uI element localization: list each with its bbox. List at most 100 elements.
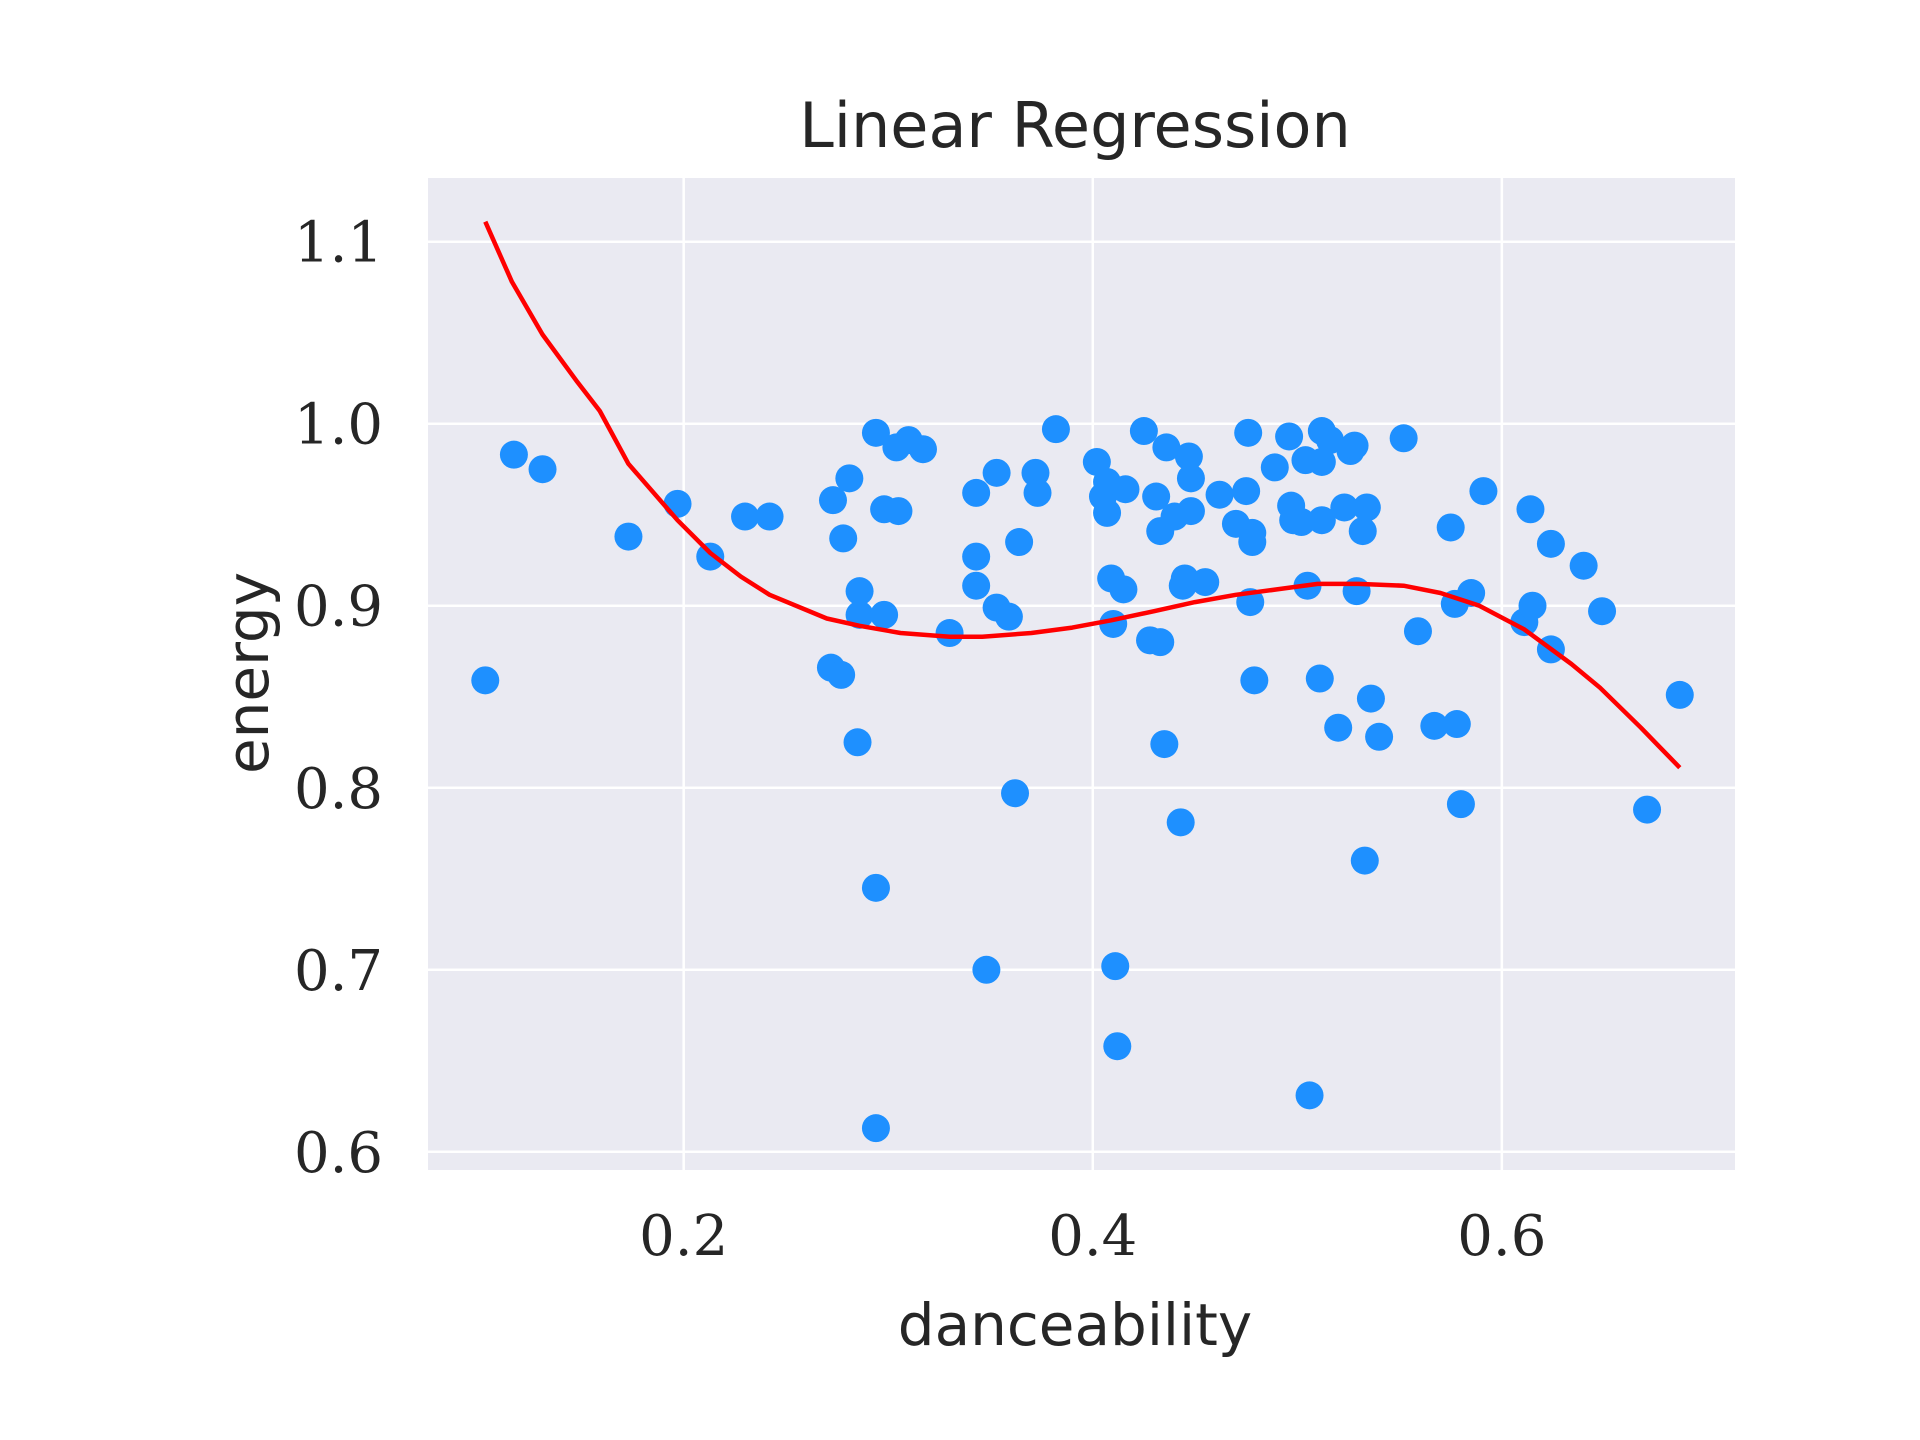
y-axis-tick-labels: 0.6 0.7 0.8 0.9 1.0 1.1: [294, 211, 383, 1186]
data-point: [1316, 426, 1345, 455]
data-point: [1633, 795, 1662, 824]
data-point: [1093, 498, 1122, 527]
data-point: [1103, 1032, 1132, 1061]
data-point: [1176, 464, 1205, 493]
y-tick-label: 0.9: [294, 575, 383, 640]
x-tick-label: 0.2: [639, 1204, 728, 1269]
data-point: [1275, 422, 1304, 451]
data-point: [1469, 477, 1498, 506]
grid-lines: [428, 178, 1735, 1170]
data-point: [827, 660, 856, 689]
data-point: [1442, 710, 1471, 739]
data-point: [1152, 433, 1181, 462]
plot-area: [428, 178, 1735, 1170]
data-point: [1101, 952, 1130, 981]
data-point: [1365, 722, 1394, 751]
data-point: [1146, 628, 1175, 657]
data-point: [861, 1114, 890, 1143]
data-point: [1350, 846, 1379, 875]
data-point: [1518, 591, 1547, 620]
data-point: [1665, 680, 1694, 709]
data-point: [1330, 493, 1359, 522]
data-point: [1569, 551, 1598, 580]
data-point: [1240, 666, 1269, 695]
data-point: [1287, 508, 1316, 537]
data-point: [962, 478, 991, 507]
data-point: [1307, 447, 1336, 476]
data-point: [1516, 495, 1545, 524]
data-point: [1111, 475, 1140, 504]
data-point: [1588, 597, 1617, 626]
data-point: [1324, 713, 1353, 742]
data-point: [1041, 415, 1070, 444]
data-point: [994, 602, 1023, 631]
y-tick-label: 0.7: [294, 939, 383, 1004]
y-tick-label: 1.1: [294, 211, 383, 276]
data-point: [1348, 517, 1377, 546]
data-point: [1205, 480, 1234, 509]
y-tick-label: 1.0: [294, 393, 383, 458]
data-point: [1403, 617, 1432, 646]
data-point: [1295, 1081, 1324, 1110]
data-point: [1536, 529, 1565, 558]
data-point: [1191, 568, 1220, 597]
data-point: [1356, 684, 1385, 713]
data-point: [1307, 506, 1336, 535]
data-point: [1005, 528, 1034, 557]
data-point: [1176, 497, 1205, 526]
data-point: [1001, 779, 1030, 808]
data-point: [861, 873, 890, 902]
data-point: [982, 458, 1011, 487]
data-point: [1389, 424, 1418, 453]
data-point: [845, 577, 874, 606]
data-point: [962, 571, 991, 600]
y-axis-label: energy: [214, 572, 282, 774]
data-point: [861, 418, 890, 447]
data-point: [528, 455, 557, 484]
x-axis-label: danceability: [898, 1291, 1252, 1359]
y-tick-label: 0.6: [294, 1121, 383, 1186]
y-tick-label: 0.8: [294, 757, 383, 822]
data-point: [962, 542, 991, 571]
data-point: [870, 600, 899, 629]
scatter-points: [471, 415, 1694, 1143]
data-point: [1420, 711, 1449, 740]
data-point: [1109, 575, 1138, 604]
data-point: [908, 435, 937, 464]
data-point: [663, 489, 692, 518]
data-point: [1305, 664, 1334, 693]
x-axis-tick-labels: 0.2 0.4 0.6: [639, 1204, 1546, 1269]
data-point: [843, 728, 872, 757]
data-point: [614, 522, 643, 551]
data-point: [818, 486, 847, 515]
data-point: [1232, 477, 1261, 506]
chart-title: Linear Regression: [799, 89, 1351, 162]
data-point: [1166, 808, 1195, 837]
data-point: [499, 440, 528, 469]
data-point: [471, 666, 500, 695]
data-point: [1260, 453, 1289, 482]
data-point: [1129, 417, 1158, 446]
data-point: [1342, 577, 1371, 606]
data-point: [829, 524, 858, 553]
data-point: [835, 464, 864, 493]
x-tick-label: 0.4: [1048, 1204, 1137, 1269]
x-tick-label: 0.6: [1457, 1204, 1546, 1269]
regression-line: [483, 220, 1682, 770]
data-point: [755, 502, 784, 531]
data-point: [1023, 478, 1052, 507]
data-point: [1150, 730, 1179, 759]
data-point: [731, 502, 760, 531]
data-point: [1234, 418, 1263, 447]
data-point: [1446, 790, 1475, 819]
data-point: [1436, 513, 1465, 542]
data-point: [935, 619, 964, 648]
data-point: [884, 497, 913, 526]
data-point: [696, 542, 725, 571]
data-point: [1340, 431, 1369, 460]
data-point: [972, 955, 1001, 984]
data-point: [1174, 442, 1203, 471]
data-point: [1352, 493, 1381, 522]
